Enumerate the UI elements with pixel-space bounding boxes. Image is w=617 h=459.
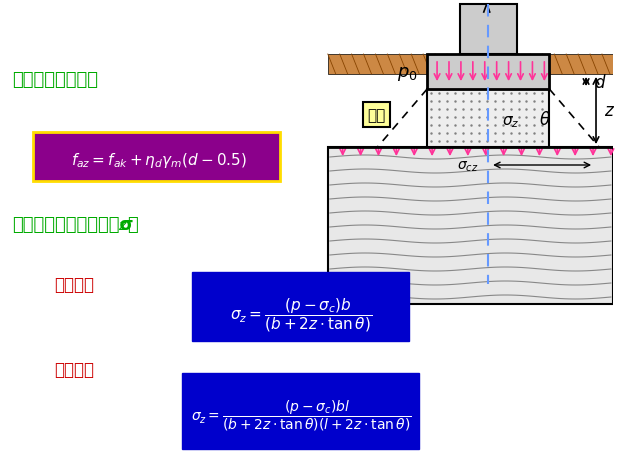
FancyBboxPatch shape [33,133,280,182]
Text: $z$: $z$ [604,102,615,120]
FancyBboxPatch shape [192,272,409,341]
Text: z: z [118,218,125,233]
Polygon shape [460,5,516,55]
Text: $f_{az}=f_{ak}+\eta_d\gamma_m(d-0.5)$: $f_{az}=f_{ak}+\eta_d\gamma_m(d-0.5)$ [71,150,247,169]
Text: $\theta$: $\theta$ [539,111,551,129]
Text: $d$: $d$ [594,73,607,91]
Text: 垫层底面处的附加应力σ: 垫层底面处的附加应力σ [12,216,133,234]
Text: $\sigma_z = \dfrac{(p-\sigma_c)b}{(b+2z\cdot\tan\theta)}$: $\sigma_z = \dfrac{(p-\sigma_c)b}{(b+2z\… [230,296,372,333]
FancyBboxPatch shape [182,373,419,449]
Polygon shape [328,55,613,75]
Text: 矩形基础: 矩形基础 [55,360,94,378]
Text: $\sigma_{cz}$: $\sigma_{cz}$ [457,160,478,174]
Text: 地基承载力修正：: 地基承载力修正： [12,71,98,89]
Text: ：: ： [128,216,138,234]
Text: $\sigma_z$: $\sigma_z$ [502,114,519,129]
Polygon shape [427,90,549,148]
Polygon shape [328,148,613,304]
Text: 垫层: 垫层 [368,108,386,123]
Text: $\sigma_z = \dfrac{(p-\sigma_c)bl}{(b+2z\cdot\tan\theta)(l+2z\cdot\tan\theta)}$: $\sigma_z = \dfrac{(p-\sigma_c)bl}{(b+2z… [191,398,412,432]
Text: $p_0$: $p_0$ [397,65,418,83]
Polygon shape [427,55,549,90]
Text: 条形基础: 条形基础 [55,275,94,293]
